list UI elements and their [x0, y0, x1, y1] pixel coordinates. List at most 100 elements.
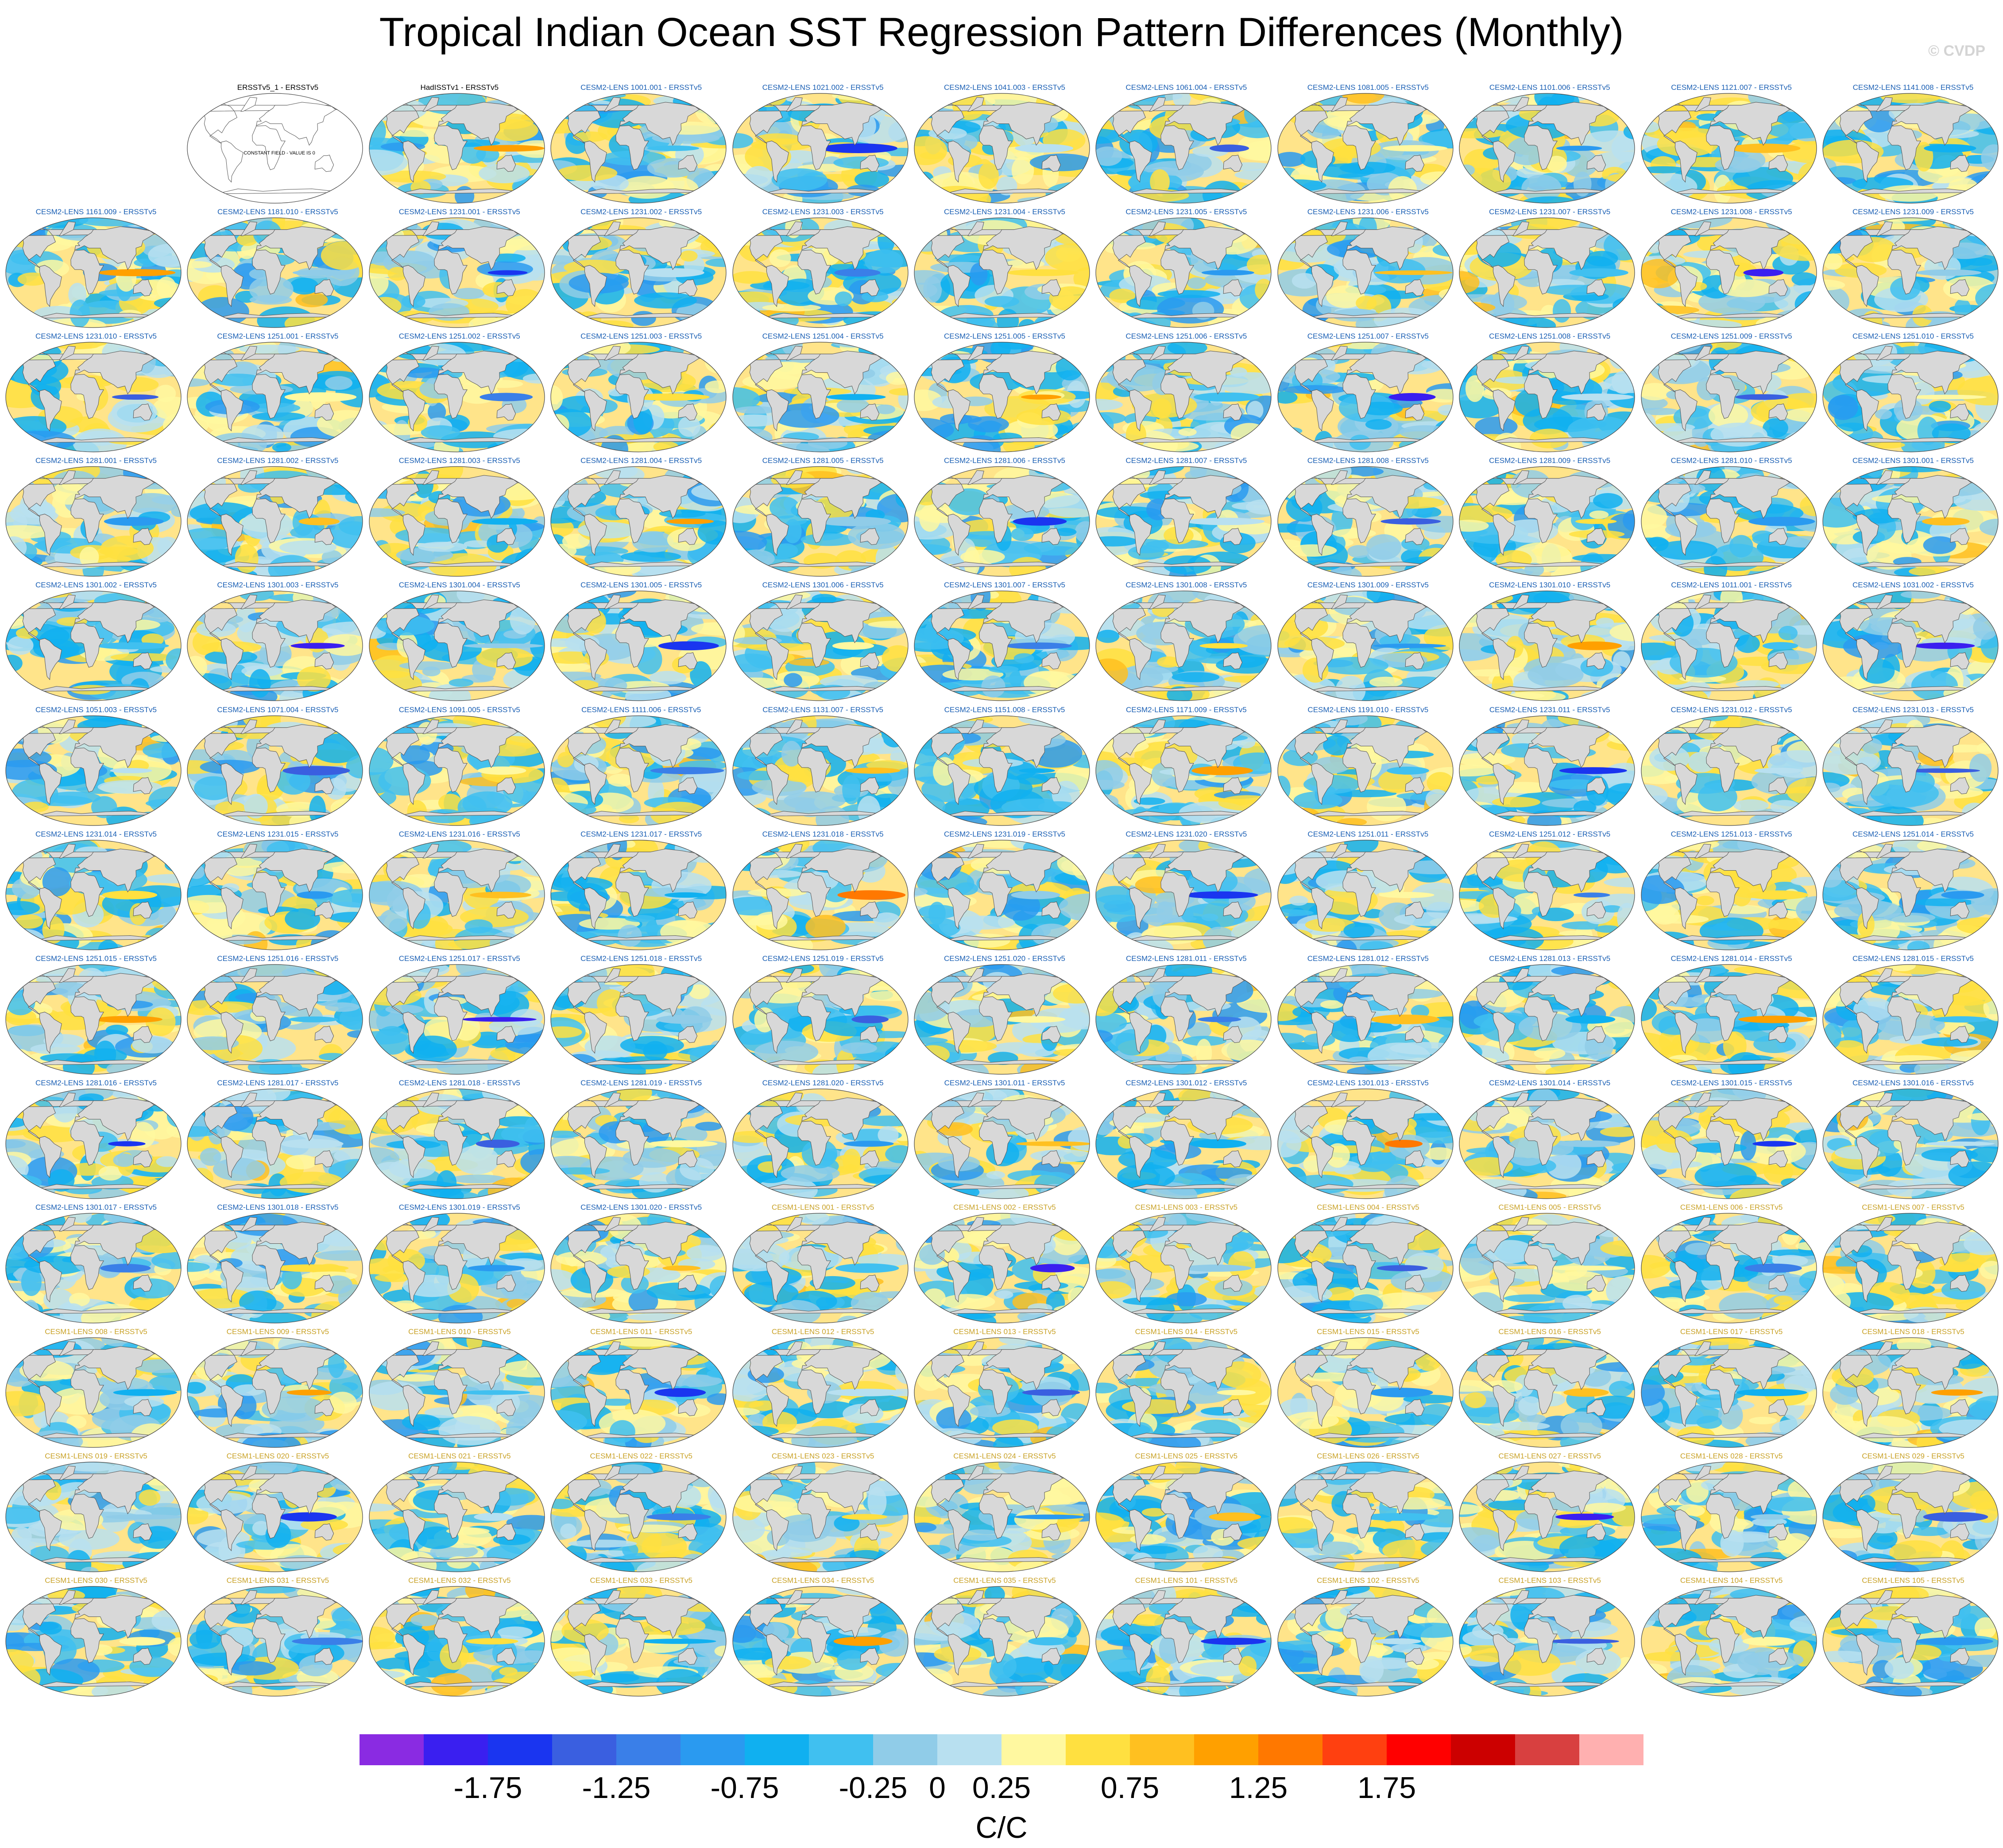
map-panel-plot: [1277, 1337, 1454, 1448]
panel-label: CESM1-LENS 031 - ERSSTv5: [226, 1576, 329, 1585]
panel-label: CESM2-LENS 1231.015 - ERSSTv5: [217, 829, 339, 838]
map-panel: CESM2-LENS 1301.003 - ERSSTv5: [187, 581, 368, 706]
map-panel: CESM2-LENS 1281.006 - ERSSTv5: [914, 456, 1095, 581]
panel-label: CESM2-LENS 1011.001 - ERSSTv5: [1671, 581, 1792, 590]
map-panel-plot: [914, 93, 1090, 204]
map-panel-plot: [550, 466, 727, 577]
map-panel-plot: [187, 964, 363, 1075]
panel-label: CESM2-LENS 1231.006 - ERSSTv5: [1307, 208, 1429, 216]
map-panel: CESM2-LENS 1141.008 - ERSSTv5: [1822, 83, 2003, 208]
map-panel: CESM2-LENS 1131.007 - ERSSTv5: [732, 706, 914, 830]
map-panel-plot: [5, 1462, 182, 1572]
map-panel: CESM1-LENS 007 - ERSSTv5: [1822, 1203, 2003, 1328]
map-panel: CESM1-LENS 005 - ERSSTv5: [1459, 1203, 1640, 1328]
map-panel: CESM1-LENS 102 - ERSSTv5: [1277, 1576, 1459, 1701]
map-panel: CESM1-LENS 028 - ERSSTv5: [1640, 1452, 1822, 1577]
panel-label: CESM2-LENS 1281.003 - ERSSTv5: [398, 456, 520, 465]
panel-label: CESM2-LENS 1301.005 - ERSSTv5: [580, 581, 702, 590]
panel-label: CESM2-LENS 1251.016 - ERSSTv5: [217, 954, 339, 963]
map-panel: CESM2-LENS 1251.006 - ERSSTv5: [1095, 332, 1277, 457]
map-panel-plot: [1095, 1213, 1272, 1323]
panel-label: CESM1-LENS 003 - ERSSTv5: [1135, 1203, 1238, 1211]
map-panel: CESM2-LENS 1231.016 - ERSSTv5: [369, 830, 550, 955]
map-panel: CESM2-LENS 1181.010 - ERSSTv5: [187, 208, 368, 332]
map-panel-plot: [550, 964, 727, 1075]
map-panel-plot: [550, 1213, 727, 1323]
map-panel: CESM1-LENS 024 - ERSSTv5: [914, 1452, 1095, 1577]
map-panel: CESM2-LENS 1231.011 - ERSSTv5: [1459, 706, 1640, 830]
map-panel: CESM1-LENS 104 - ERSSTv5: [1640, 1576, 1822, 1701]
panel-label: CESM2-LENS 1191.010 - ERSSTv5: [1307, 705, 1429, 714]
map-panel: CESM2-LENS 1281.008 - ERSSTv5: [1277, 456, 1459, 581]
map-panel: CESM2-LENS 1281.014 - ERSSTv5: [1640, 954, 1822, 1079]
panel-label: CESM2-LENS 1091.005 - ERSSTv5: [398, 705, 520, 714]
map-panel: CESM1-LENS 023 - ERSSTv5: [732, 1452, 914, 1577]
map-panel: [5, 83, 187, 208]
map-panel-plot: [550, 1462, 727, 1572]
panel-label: CESM2-LENS 1301.015 - ERSSTv5: [1670, 1078, 1792, 1087]
map-panel-plot: [732, 1586, 909, 1697]
map-panel: CESM2-LENS 1041.003 - ERSSTv5: [914, 83, 1095, 208]
map-panel-plot: [1095, 590, 1272, 701]
map-panel-plot: [1277, 1213, 1454, 1323]
panel-label: CESM2-LENS 1021.002 - ERSSTv5: [762, 83, 884, 92]
map-panel: CESM2-LENS 1281.010 - ERSSTv5: [1640, 456, 1822, 581]
map-panel-plot: [187, 1462, 363, 1572]
panel-label: CESM2-LENS 1251.004 - ERSSTv5: [762, 332, 884, 341]
map-panel-plot: [550, 1088, 727, 1199]
panel-label: CESM1-LENS 011 - ERSSTv5: [590, 1327, 692, 1336]
map-panel-plot: [369, 217, 545, 328]
map-panel: CESM2-LENS 1011.001 - ERSSTv5: [1640, 581, 1822, 706]
map-panel-plot: [5, 1586, 182, 1697]
panel-label: CESM2-LENS 1101.006 - ERSSTv5: [1489, 83, 1610, 92]
map-panel-plot: [1459, 93, 1635, 204]
map-panel-plot: [914, 964, 1090, 1075]
map-panel-plot: [1640, 93, 1817, 204]
colorbar-segment: [1387, 1734, 1451, 1765]
colorbar-segment: [809, 1734, 873, 1765]
map-panel-plot: [1095, 1586, 1272, 1697]
map-panel: CESM2-LENS 1301.015 - ERSSTv5: [1640, 1078, 1822, 1204]
map-panel: CESM2-LENS 1061.004 - ERSSTv5: [1095, 83, 1277, 208]
panel-label: CESM2-LENS 1231.014 - ERSSTv5: [35, 829, 157, 838]
map-panel-plot: [1095, 1462, 1272, 1572]
map-panel-plot: [1459, 466, 1635, 577]
map-panel-plot: [187, 342, 363, 452]
map-panel: CESM1-LENS 020 - ERSSTv5: [187, 1452, 368, 1577]
map-panel-plot: [1277, 1088, 1454, 1199]
panel-label: CESM2-LENS 1231.002 - ERSSTv5: [580, 208, 702, 216]
map-panel: CESM2-LENS 1251.011 - ERSSTv5: [1277, 830, 1459, 955]
panel-label: CESM2-LENS 1251.012 - ERSSTv5: [1489, 829, 1611, 838]
map-panel: CESM2-LENS 1301.013 - ERSSTv5: [1277, 1079, 1459, 1204]
map-panel-plot: [1277, 217, 1454, 328]
colorbar-tick-label: -1.75: [453, 1771, 522, 1805]
panel-label: CESM1-LENS 010 - ERSSTv5: [408, 1327, 511, 1336]
map-panel: CESM2-LENS 1251.003 - ERSSTv5: [550, 332, 732, 457]
map-panel-plot: [1095, 715, 1272, 826]
panel-label: CESM2-LENS 1251.010 - ERSSTv5: [1852, 332, 1974, 341]
map-panel-plot: [550, 93, 727, 204]
map-panel-plot: [914, 1337, 1090, 1448]
panel-label: CESM1-LENS 025 - ERSSTv5: [1135, 1452, 1238, 1461]
panel-label: CESM2-LENS 1231.016 - ERSSTv5: [398, 829, 520, 838]
map-panel: CESM1-LENS 004 - ERSSTv5: [1277, 1203, 1459, 1328]
map-panel-plot: [187, 1337, 363, 1448]
colorbar-segment: [424, 1734, 488, 1765]
panel-label: CESM2-LENS 1141.008 - ERSSTv5: [1852, 83, 1974, 92]
map-panel: CESM2-LENS 1121.007 - ERSSTv5: [1640, 83, 1822, 208]
panel-label: CESM1-LENS 103 - ERSSTv5: [1498, 1576, 1601, 1585]
map-panel-plot: [1095, 342, 1272, 452]
panel-label: CESM2-LENS 1231.020 - ERSSTv5: [1125, 829, 1247, 838]
map-panel: CESM2-LENS 1301.006 - ERSSTv5: [732, 581, 914, 706]
map-panel-plot: [1822, 1088, 1999, 1199]
map-panel-plot: [732, 342, 909, 452]
panel-label: CESM1-LENS 016 - ERSSTv5: [1498, 1327, 1601, 1336]
panel-label: CESM2-LENS 1231.012 - ERSSTv5: [1670, 705, 1792, 714]
panel-label: CESM1-LENS 004 - ERSSTv5: [1317, 1203, 1419, 1211]
panel-label: CESM1-LENS 105 - ERSSTv5: [1862, 1576, 1964, 1585]
colorbar-segment: [616, 1734, 681, 1765]
map-panel-plot: [550, 342, 727, 452]
panel-label: CESM2-LENS 1281.010 - ERSSTv5: [1670, 456, 1792, 465]
panel-label: CESM2-LENS 1251.018 - ERSSTv5: [580, 954, 702, 963]
map-panel-plot: [550, 715, 727, 826]
